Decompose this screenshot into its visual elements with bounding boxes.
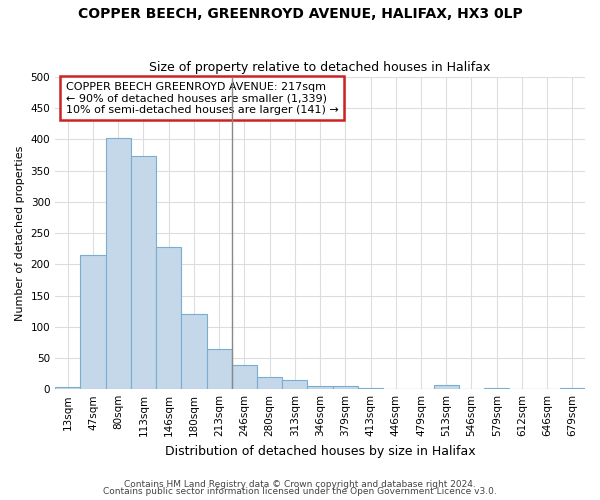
Bar bbox=[434, 385, 459, 389]
Bar bbox=[106, 138, 131, 389]
Bar bbox=[156, 247, 181, 389]
Title: Size of property relative to detached houses in Halifax: Size of property relative to detached ho… bbox=[149, 62, 491, 74]
X-axis label: Distribution of detached houses by size in Halifax: Distribution of detached houses by size … bbox=[165, 444, 475, 458]
Bar bbox=[80, 255, 106, 389]
Y-axis label: Number of detached properties: Number of detached properties bbox=[15, 146, 25, 321]
Text: Contains public sector information licensed under the Open Government Licence v3: Contains public sector information licen… bbox=[103, 487, 497, 496]
Bar bbox=[282, 380, 307, 389]
Bar bbox=[55, 388, 80, 389]
Bar bbox=[131, 156, 156, 389]
Text: COPPER BEECH GREENROYD AVENUE: 217sqm
← 90% of detached houses are smaller (1,33: COPPER BEECH GREENROYD AVENUE: 217sqm ← … bbox=[66, 82, 338, 115]
Bar bbox=[307, 386, 332, 389]
Bar bbox=[181, 314, 206, 389]
Bar bbox=[358, 388, 383, 389]
Text: COPPER BEECH, GREENROYD AVENUE, HALIFAX, HX3 0LP: COPPER BEECH, GREENROYD AVENUE, HALIFAX,… bbox=[77, 8, 523, 22]
Bar bbox=[232, 365, 257, 389]
Bar bbox=[332, 386, 358, 389]
Bar bbox=[484, 388, 509, 389]
Text: Contains HM Land Registry data © Crown copyright and database right 2024.: Contains HM Land Registry data © Crown c… bbox=[124, 480, 476, 489]
Bar bbox=[560, 388, 585, 389]
Bar bbox=[206, 348, 232, 389]
Bar bbox=[257, 376, 282, 389]
